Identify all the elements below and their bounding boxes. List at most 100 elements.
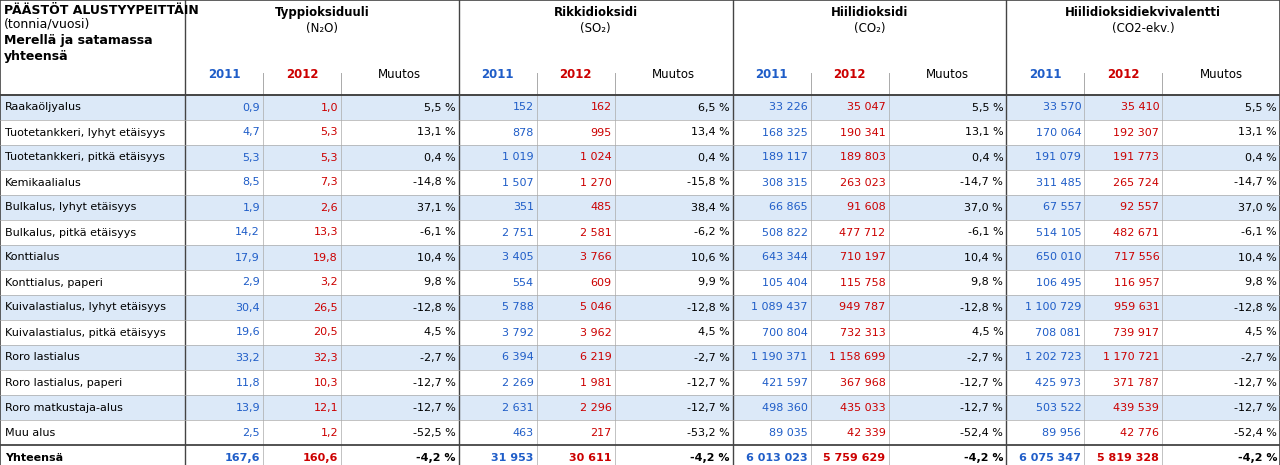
Text: -12,8 %: -12,8 %	[413, 303, 456, 312]
Text: -4,2 %: -4,2 %	[690, 452, 730, 463]
Text: 6 394: 6 394	[502, 352, 534, 363]
Text: -12,7 %: -12,7 %	[413, 403, 456, 412]
Text: 31 953: 31 953	[492, 452, 534, 463]
Text: Roro lastialus, paperi: Roro lastialus, paperi	[5, 378, 123, 387]
Text: 439 539: 439 539	[1114, 403, 1160, 412]
Text: 66 865: 66 865	[769, 202, 808, 213]
Text: 12,1: 12,1	[314, 403, 338, 412]
Text: 116 957: 116 957	[1114, 278, 1160, 287]
Text: (tonnia/vuosi): (tonnia/vuosi)	[4, 18, 91, 31]
Text: 5 046: 5 046	[580, 303, 612, 312]
Text: Rikkidioksidi: Rikkidioksidi	[553, 6, 637, 19]
Text: 17,9: 17,9	[236, 252, 260, 263]
Text: 2012: 2012	[559, 68, 593, 81]
Text: 732 313: 732 313	[840, 327, 886, 338]
Text: 13,9: 13,9	[236, 403, 260, 412]
Text: 1 170 721: 1 170 721	[1103, 352, 1160, 363]
Text: 105 404: 105 404	[762, 278, 808, 287]
Text: 189 803: 189 803	[840, 153, 886, 162]
Text: -2,7 %: -2,7 %	[1242, 352, 1277, 363]
Text: 482 671: 482 671	[1114, 227, 1160, 238]
Text: 5,3: 5,3	[320, 153, 338, 162]
Text: 42 776: 42 776	[1120, 427, 1160, 438]
Text: 14,2: 14,2	[236, 227, 260, 238]
Text: 35 410: 35 410	[1121, 102, 1160, 113]
Text: -12,7 %: -12,7 %	[960, 378, 1004, 387]
Text: 3 962: 3 962	[580, 327, 612, 338]
Text: Yhteensä: Yhteensä	[5, 452, 63, 463]
Text: 19,8: 19,8	[314, 252, 338, 263]
Text: 13,4 %: 13,4 %	[691, 127, 730, 138]
Text: 10,4 %: 10,4 %	[417, 252, 456, 263]
Text: -52,4 %: -52,4 %	[960, 427, 1004, 438]
Text: 217: 217	[590, 427, 612, 438]
Bar	[0, 195, 1280, 220]
Text: 311 485: 311 485	[1036, 178, 1082, 187]
Text: 514 105: 514 105	[1036, 227, 1082, 238]
Bar	[0, 270, 1280, 295]
Text: (N₂O): (N₂O)	[306, 22, 338, 35]
Text: 160,6: 160,6	[302, 452, 338, 463]
Bar	[0, 170, 1280, 195]
Text: 0,4 %: 0,4 %	[698, 153, 730, 162]
Text: 4,5 %: 4,5 %	[698, 327, 730, 338]
Text: -6,2 %: -6,2 %	[694, 227, 730, 238]
Text: 191 079: 191 079	[1036, 153, 1082, 162]
Text: 1 202 723: 1 202 723	[1025, 352, 1082, 363]
Text: 1 270: 1 270	[580, 178, 612, 187]
Text: 9,8 %: 9,8 %	[424, 278, 456, 287]
Text: 949 787: 949 787	[840, 303, 886, 312]
Bar	[0, 95, 1280, 120]
Text: 13,1 %: 13,1 %	[417, 127, 456, 138]
Text: 6 075 347: 6 075 347	[1019, 452, 1082, 463]
Text: (SO₂): (SO₂)	[580, 22, 611, 35]
Text: 20,5: 20,5	[314, 327, 338, 338]
Text: -15,8 %: -15,8 %	[687, 178, 730, 187]
Text: 995: 995	[590, 127, 612, 138]
Bar	[0, 445, 1280, 465]
Text: -4,2 %: -4,2 %	[1238, 452, 1277, 463]
Text: Muutos: Muutos	[1199, 68, 1243, 81]
Text: Hiilidioksidiekvivalentti: Hiilidioksidiekvivalentti	[1065, 6, 1221, 19]
Text: PÄÄSTÖT ALUSTYYPEITTÄIN: PÄÄSTÖT ALUSTYYPEITTÄIN	[4, 4, 198, 17]
Text: Tuotetankkeri, lyhyt etäisyys: Tuotetankkeri, lyhyt etäisyys	[5, 127, 165, 138]
Text: 708 081: 708 081	[1036, 327, 1082, 338]
Text: 168 325: 168 325	[762, 127, 808, 138]
Text: 717 556: 717 556	[1114, 252, 1160, 263]
Text: -6,1 %: -6,1 %	[968, 227, 1004, 238]
Text: Raakaöljyalus: Raakaöljyalus	[5, 102, 82, 113]
Text: 10,6 %: 10,6 %	[691, 252, 730, 263]
Text: 1 158 699: 1 158 699	[829, 352, 886, 363]
Text: -4,2 %: -4,2 %	[416, 452, 456, 463]
Text: 1,0: 1,0	[320, 102, 338, 113]
Text: 0,9: 0,9	[242, 102, 260, 113]
Text: 67 557: 67 557	[1042, 202, 1082, 213]
Text: 2,6: 2,6	[320, 202, 338, 213]
Text: 33 226: 33 226	[769, 102, 808, 113]
Text: 167,6: 167,6	[224, 452, 260, 463]
Text: 13,1 %: 13,1 %	[1238, 127, 1277, 138]
Text: 1 089 437: 1 089 437	[751, 303, 808, 312]
Text: Muutos: Muutos	[925, 68, 969, 81]
Text: 650 010: 650 010	[1036, 252, 1082, 263]
Text: 7,3: 7,3	[320, 178, 338, 187]
Text: 5,5 %: 5,5 %	[424, 102, 456, 113]
Text: 1 019: 1 019	[502, 153, 534, 162]
Text: 9,9 %: 9,9 %	[698, 278, 730, 287]
Text: 10,4 %: 10,4 %	[1238, 252, 1277, 263]
Text: 162: 162	[590, 102, 612, 113]
Text: Kemikaalialus: Kemikaalialus	[5, 178, 82, 187]
Text: 3 766: 3 766	[580, 252, 612, 263]
Text: 485: 485	[590, 202, 612, 213]
Bar	[0, 145, 1280, 170]
Text: 9,8 %: 9,8 %	[972, 278, 1004, 287]
Text: yhteensä: yhteensä	[4, 50, 69, 63]
Text: Muutos: Muutos	[652, 68, 695, 81]
Text: 2012: 2012	[285, 68, 319, 81]
Text: 92 557: 92 557	[1120, 202, 1160, 213]
Text: 643 344: 643 344	[762, 252, 808, 263]
Text: 37,0 %: 37,0 %	[965, 202, 1004, 213]
Text: 700 804: 700 804	[762, 327, 808, 338]
Text: (CO₂): (CO₂)	[854, 22, 886, 35]
Text: 4,7: 4,7	[242, 127, 260, 138]
